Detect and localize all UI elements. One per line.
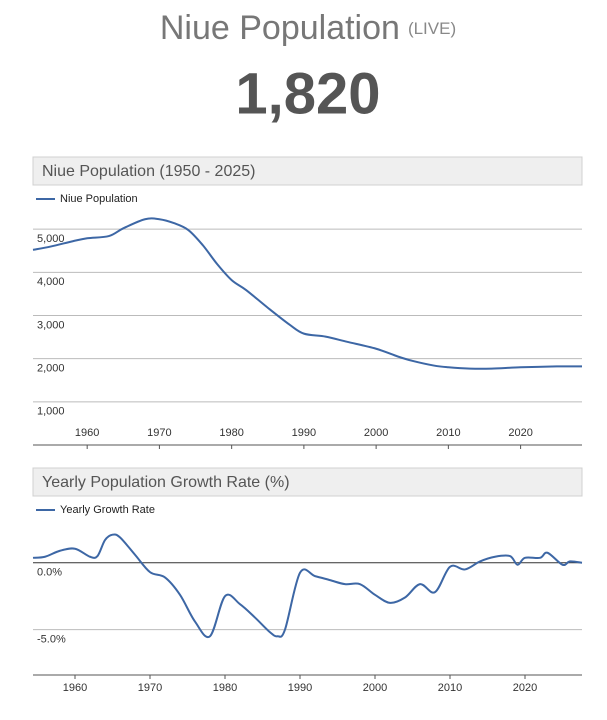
x-tick-label: 1990 xyxy=(288,682,312,694)
y-tick-label: 5,000 xyxy=(37,233,65,245)
x-tick-label: 1960 xyxy=(75,427,99,439)
title: Niue Population xyxy=(160,9,400,47)
x-tick-label: 2010 xyxy=(438,682,462,694)
y-tick-label: -5.0% xyxy=(37,633,66,645)
counter: 1,820 xyxy=(235,61,380,126)
x-tick-label: 1980 xyxy=(213,682,237,694)
data-line xyxy=(32,533,583,639)
x-tick-label: 2020 xyxy=(513,682,537,694)
x-tick-label: 1960 xyxy=(63,682,87,694)
legend-label: Niue Population xyxy=(60,193,138,205)
live-tag: (LIVE) xyxy=(408,19,456,38)
x-tick-label: 2000 xyxy=(364,427,388,439)
legend-label: Yearly Growth Rate xyxy=(60,504,155,516)
panel-title: Niue Population (1950 - 2025) xyxy=(42,163,255,180)
panel-title: Yearly Population Growth Rate (%) xyxy=(42,474,290,491)
y-tick-label: 0.0% xyxy=(37,567,62,579)
y-tick-label: 3,000 xyxy=(37,319,65,331)
y-tick-label: 2,000 xyxy=(37,363,65,375)
x-tick-label: 2000 xyxy=(363,682,387,694)
panel-header xyxy=(32,467,583,497)
x-tick-label: 1970 xyxy=(138,682,162,694)
x-tick-label: 2010 xyxy=(436,427,460,439)
y-tick-label: 4,000 xyxy=(37,276,65,288)
x-tick-label: 1980 xyxy=(219,427,243,439)
y-tick-label: 1,000 xyxy=(37,406,65,418)
header: Niue Population (LIVE) xyxy=(160,9,456,47)
x-tick-label: 2020 xyxy=(508,427,532,439)
x-tick-label: 1970 xyxy=(147,427,171,439)
panel-header xyxy=(32,156,583,186)
x-tick-label: 1990 xyxy=(292,427,316,439)
data-line xyxy=(32,217,583,370)
